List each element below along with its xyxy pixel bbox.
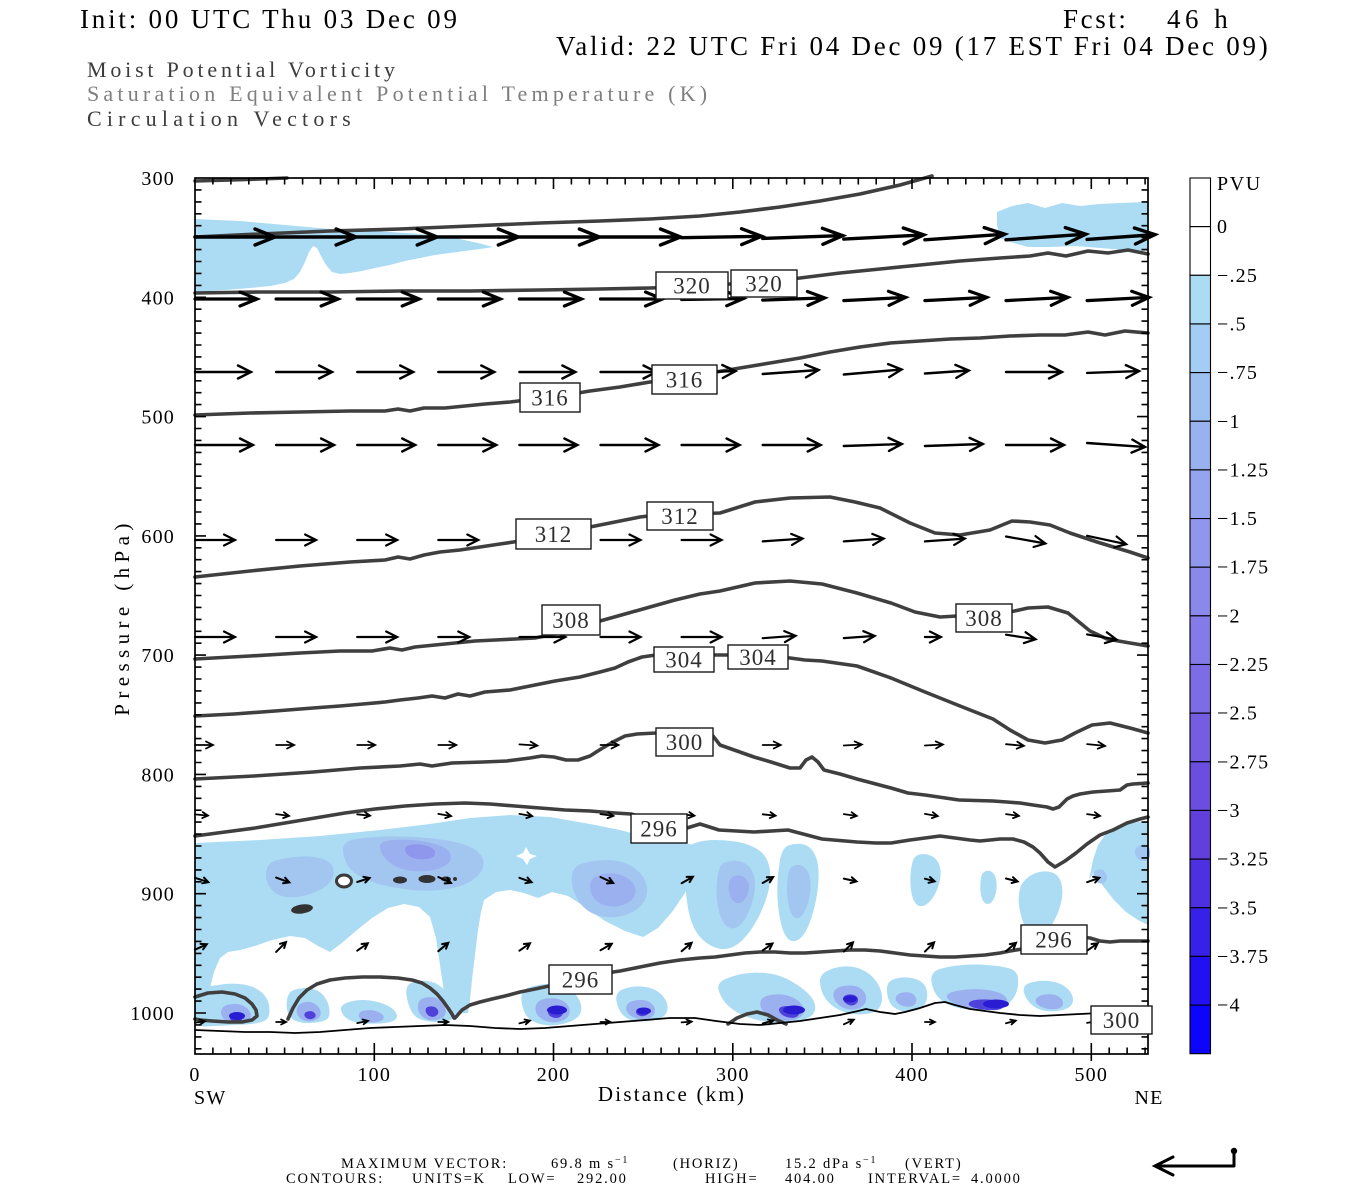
svg-text:320: 320 (673, 273, 711, 298)
svg-text:−2.75: −2.75 (1217, 751, 1269, 773)
svg-text:304: 304 (665, 647, 703, 672)
svg-text:200: 200 (537, 1064, 571, 1086)
svg-text:316: 316 (531, 385, 569, 410)
svg-text:Distance (km): Distance (km) (598, 1082, 746, 1106)
svg-text:Valid: 22 UTC Fri 04 Dec 09 (1: Valid: 22 UTC Fri 04 Dec 09 (17 EST Fri … (556, 31, 1270, 61)
svg-text:−.25: −.25 (1217, 265, 1258, 287)
svg-text:Circulation Vectors: Circulation Vectors (87, 106, 356, 131)
svg-text:100: 100 (357, 1064, 391, 1086)
svg-text:500: 500 (141, 407, 175, 429)
svg-text:−3: −3 (1217, 800, 1241, 822)
svg-text:−2.25: −2.25 (1217, 654, 1269, 676)
svg-text:700: 700 (141, 645, 175, 667)
svg-text:Init: 00 UTC Thu 03 Dec 09: Init: 00 UTC Thu 03 Dec 09 (80, 4, 460, 34)
svg-text:−2.5: −2.5 (1217, 703, 1258, 725)
svg-text:SW: SW (194, 1087, 226, 1109)
svg-text:600: 600 (141, 526, 175, 548)
svg-text:500: 500 (1074, 1064, 1108, 1086)
svg-text:MAXIMUM VECTOR: 69.8 m s−1 (H: MAXIMUM VECTOR: 69.8 m s−1 (HORIZ) 15.2 d… (341, 1155, 962, 1172)
svg-text:296: 296 (1035, 927, 1073, 952)
svg-text:−.5: −.5 (1217, 313, 1247, 335)
svg-text:0: 0 (1217, 216, 1228, 238)
svg-text:PVU: PVU (1217, 173, 1262, 195)
svg-text:−1.25: −1.25 (1217, 459, 1269, 481)
svg-text:300: 300 (1103, 1008, 1141, 1033)
svg-text:−3.75: −3.75 (1217, 946, 1269, 968)
svg-text:−1.5: −1.5 (1217, 508, 1258, 530)
svg-text:308: 308 (965, 606, 1003, 631)
svg-text:312: 312 (661, 504, 699, 529)
svg-text:312: 312 (535, 522, 573, 547)
svg-text:900: 900 (141, 884, 175, 906)
svg-text:0: 0 (189, 1064, 200, 1086)
svg-text:304: 304 (739, 645, 777, 670)
svg-text:Fcst:46 h: Fcst: 46 h (1063, 4, 1232, 34)
svg-text:−2: −2 (1217, 605, 1241, 627)
svg-text:400: 400 (141, 287, 175, 309)
svg-text:−.75: −.75 (1217, 362, 1258, 384)
svg-text:1000: 1000 (130, 1003, 175, 1025)
svg-text:−1: −1 (1217, 411, 1241, 433)
svg-text:300: 300 (141, 168, 175, 190)
svg-text:308: 308 (552, 608, 590, 633)
svg-text:Pressure (hPa): Pressure (hPa) (110, 518, 134, 716)
svg-text:Moist Potential Vorticity: Moist Potential Vorticity (87, 57, 399, 82)
svg-text:Saturation Equivalent Potentia: Saturation Equivalent Potential Temperat… (87, 81, 711, 106)
svg-text:800: 800 (141, 764, 175, 786)
svg-text:−4: −4 (1217, 995, 1241, 1017)
svg-text:−3.5: −3.5 (1217, 897, 1258, 919)
svg-text:320: 320 (745, 271, 783, 296)
svg-text:−3.25: −3.25 (1217, 849, 1269, 871)
svg-text:296: 296 (562, 967, 600, 992)
svg-text:400: 400 (895, 1064, 929, 1086)
svg-text:316: 316 (666, 367, 704, 392)
svg-text:300: 300 (716, 1064, 750, 1086)
svg-text:296: 296 (640, 816, 678, 841)
svg-text:−1.75: −1.75 (1217, 557, 1269, 579)
svg-text:300: 300 (666, 730, 704, 755)
svg-text:NE: NE (1134, 1087, 1163, 1109)
